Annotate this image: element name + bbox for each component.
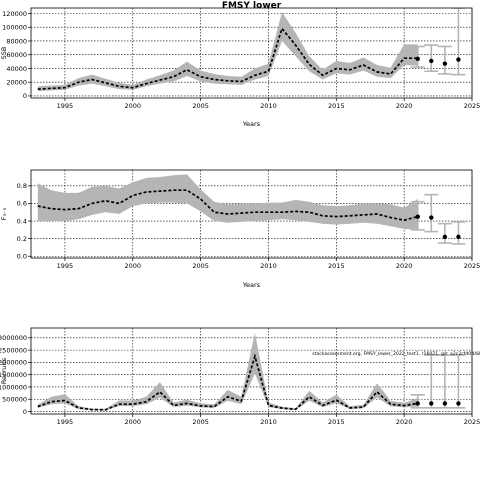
projection-point [456,234,461,240]
confidence-band [37,332,418,411]
y-tick-label: 0.2 [17,235,27,243]
x-tick-label: 2005 [192,418,209,426]
y-tick-label: 60000 [6,51,27,59]
y-axis-label: F₃₋₅ [0,207,8,220]
y-tick-label: 0.4 [17,217,27,225]
y-tick-label: 3000000 [0,334,27,342]
y-tick-label: 80000 [6,37,27,45]
chart-panel-3: 1995 2000 2005 2010 2015 2020 2025 0 500000 10000… [0,327,480,426]
x-tick-label: 2000 [124,102,141,110]
chart-panel-1: 1995 2000 2005 2010 2015 2020 2025 0 20000 40000 6… [0,1,480,128]
x-tick-label: 2000 [124,262,141,270]
x-tick-label: 2010 [260,102,277,110]
x-tick-label: 2015 [328,262,345,270]
x-axis-label: Years [242,281,261,289]
x-tick-label: 2010 [260,262,277,270]
plot-frame [30,327,473,415]
projection-point [415,56,420,62]
x-tick-label: 2020 [396,262,413,270]
y-tick-label: 2500000 [0,346,27,354]
x-tick-label: 2020 [396,418,413,426]
x-tick-label: 2010 [260,418,277,426]
y-tick-label: 40000 [6,65,27,73]
x-tick-label: 2025 [464,418,480,426]
x-tick-label: 1995 [57,102,74,110]
y-tick-label: 2000000 [0,359,27,367]
projection-point [429,58,434,64]
projection-point [442,234,448,240]
y-tick-label: 0.6 [17,200,27,208]
y-tick-label: 0.8 [17,182,27,190]
x-tick-label: 1995 [57,418,74,426]
y-axis-label: SSB [0,47,8,60]
plot-area [37,8,466,92]
x-tick-label: 2020 [396,102,413,110]
x-tick-label: 2005 [192,102,209,110]
plot-frame [30,7,473,99]
x-tick-label: 2015 [328,418,345,426]
x-tick-label: 2005 [192,262,209,270]
x-tick-label: 2025 [464,262,480,270]
x-axis-label: Years [242,120,261,128]
projection-point [456,57,461,62]
x-tick-label: 2025 [464,102,480,110]
y-tick-label: 1500000 [0,371,27,379]
y-tick-label: 120000 [2,10,27,18]
x-tick-label: 2000 [124,418,141,426]
estimate-line [37,189,418,222]
plot-area [37,174,466,245]
confidence-band [37,174,418,230]
y-tick-label: 0 [23,408,27,416]
x-tick-label: 1995 [57,262,74,270]
estimate-line [37,353,418,411]
y-tick-label: 0 [23,92,27,100]
projection-point [442,61,448,66]
projection-point [415,401,420,406]
y-tick-label: 1000000 [0,383,27,391]
projection-point [415,214,420,219]
chart-title: FMSY lower [222,1,282,11]
chart-panel-2: 1995 2000 2005 2010 2015 2020 2025 0.0 0.2 0.4 0.6… [0,169,480,289]
provenance-annotation: stockassessment.org, FMSY_lower_2022_tes… [312,351,480,357]
x-tick-label: 2015 [328,102,345,110]
y-tick-label: 0.0 [17,253,27,261]
projection-point [429,215,434,220]
y-tick-label: 20000 [6,78,27,86]
projection-point [442,401,448,406]
plot-area [37,332,466,411]
estimate-line [37,26,418,90]
plot-frame [30,169,473,259]
y-axis-label: Recruits [0,357,8,384]
y-tick-label: 500000 [2,396,27,404]
confidence-band [37,12,418,92]
projection-point [456,401,461,406]
projection-point [429,401,434,406]
y-tick-label: 100000 [2,24,27,32]
